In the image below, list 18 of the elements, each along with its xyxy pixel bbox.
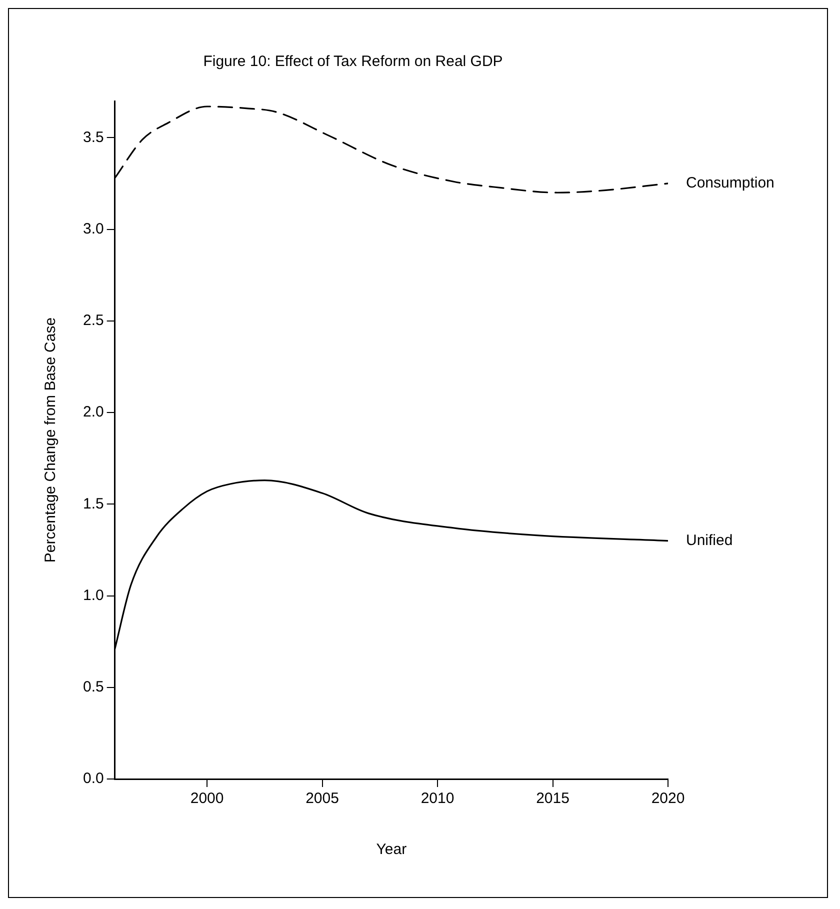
y-tick-label: 3.5 — [82, 128, 104, 146]
y-tick-label: 3.0 — [82, 220, 104, 238]
y-tick-label: 2.5 — [82, 312, 104, 330]
series-label: Consumption — [686, 174, 774, 192]
series-label: Unified — [686, 532, 733, 549]
x-tick-label: 2020 — [651, 790, 685, 808]
y-axis-title: Percentage Change from Base Case — [42, 317, 60, 563]
y-tick-label: 0.5 — [82, 678, 104, 696]
chart-title: Figure 10: Effect of Tax Reform on Real GDP — [203, 53, 503, 70]
y-tick-label: 1.5 — [82, 495, 104, 512]
y-tick-label: 0.0 — [82, 770, 104, 788]
x-axis-title: Year — [376, 841, 407, 858]
y-tick-label: 2.0 — [82, 404, 104, 421]
x-tick-label: 2015 — [536, 790, 570, 808]
x-tick-label: 2010 — [420, 790, 454, 808]
x-tick-label: 2005 — [306, 790, 339, 808]
x-tick-label: 2000 — [190, 790, 224, 808]
y-tick-label: 1.0 — [82, 586, 104, 604]
